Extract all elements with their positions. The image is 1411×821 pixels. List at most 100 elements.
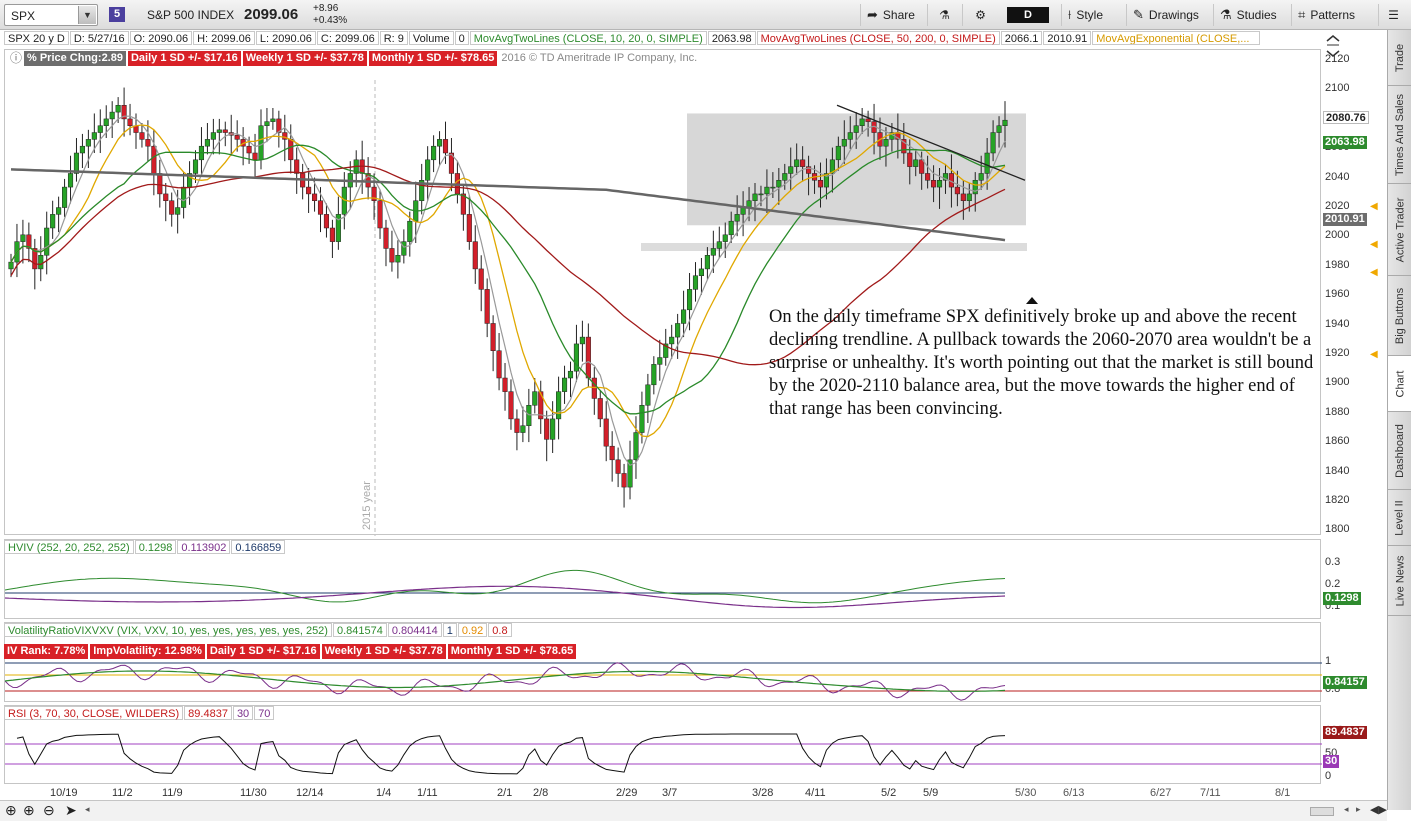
scrollbar-thumb[interactable] — [1310, 807, 1334, 816]
share-button[interactable]: ➦ Share — [860, 4, 921, 26]
candle-body — [448, 152, 455, 174]
candle-body — [651, 364, 657, 386]
hviv-hist-line — [4, 585, 1006, 609]
top-toolbar: SPX ▼ 5 S&P 500 INDEX 2099.06 +8.96 +0.4… — [0, 0, 1411, 30]
low-label: L: 2090.06 — [255, 31, 316, 45]
tab-level-ii[interactable]: Level II — [1388, 490, 1411, 546]
scroll-left-icon[interactable]: ◂ — [1344, 804, 1349, 814]
vix-axis[interactable]: 1 0.8 — [1322, 622, 1380, 702]
hviv-canvas[interactable] — [4, 540, 1322, 620]
hviv-study-label[interactable]: HVIV (252, 20, 252, 252) — [4, 540, 134, 554]
candle-body — [901, 139, 907, 154]
candle-body — [38, 255, 44, 270]
drawings-label: Drawings — [1148, 8, 1199, 22]
candle-body — [919, 159, 925, 174]
date-label: D: 5/27/16 — [69, 31, 129, 45]
symbol-input[interactable]: SPX ▼ — [4, 4, 98, 26]
volume-label[interactable]: Volume — [408, 31, 454, 45]
candle-body — [758, 193, 764, 196]
candle-body — [181, 186, 187, 208]
candle-body — [692, 275, 699, 290]
vix-value-3: 1 — [442, 623, 457, 637]
ma2-study-label[interactable]: MovAvgTwoLines (CLOSE, 50, 200, 0, SIMPL… — [756, 31, 1000, 45]
candle-body — [431, 145, 437, 161]
flask-icon: ⚗ — [939, 8, 950, 22]
tab-active-trader[interactable]: Active Trader — [1388, 184, 1411, 276]
rsi-canvas[interactable] — [5, 706, 1322, 785]
rsi-study-label[interactable]: RSI (3, 70, 30, CLOSE, WILDERS) — [4, 706, 184, 720]
candle-body — [276, 118, 282, 133]
hviv-axis[interactable]: 0.3 0.2 0.1 — [1322, 539, 1380, 619]
candle-body — [67, 173, 74, 188]
crosshair-icon[interactable]: ⊕ — [5, 802, 17, 818]
style-button[interactable]: ⟊ Style — [1061, 4, 1109, 26]
price-tick: 2040 — [1325, 170, 1350, 183]
candle-body — [925, 173, 931, 181]
candle-body — [907, 152, 913, 167]
link-group-badge[interactable]: 5 — [109, 7, 125, 22]
collapse-icon[interactable] — [1322, 31, 1344, 61]
ma1-study-label[interactable]: MovAvgTwoLines (CLOSE, 10, 20, 0, SIMPLE… — [469, 31, 707, 45]
tab-times-and-sales[interactable]: Times And Sales — [1388, 86, 1411, 184]
ma10-line — [10, 124, 1006, 438]
vix-study-label[interactable]: VolatilityRatioVIXVXV (VIX, VXV, 10, yes… — [4, 623, 332, 637]
scroll-left-icon[interactable]: ◂ — [85, 804, 90, 814]
price-tick: 1980 — [1325, 258, 1350, 271]
price-tick: 2020 — [1325, 200, 1350, 212]
candle-body — [579, 336, 585, 345]
price-chart-panel[interactable] — [4, 49, 1322, 536]
studies-button[interactable]: ⚗ Studies — [1213, 4, 1283, 26]
timeframe-label[interactable]: SPX 20 y D — [4, 31, 69, 45]
drawings-button[interactable]: ✎ Drawings — [1126, 4, 1205, 26]
tab-chart[interactable]: Chart — [1388, 356, 1411, 412]
candle-body — [752, 193, 758, 201]
candle-body — [847, 132, 853, 140]
date-tick: 12/14 — [296, 787, 324, 799]
scroll-right-icon[interactable]: ▸ — [1356, 804, 1361, 814]
expand-icon[interactable]: ◀▶ — [1370, 804, 1387, 816]
tab-big-buttons[interactable]: Big Buttons — [1388, 276, 1411, 356]
tab-trade[interactable]: Trade — [1388, 30, 1411, 86]
candle-body — [978, 173, 984, 181]
settings-button[interactable]: ⚙ — [962, 4, 998, 26]
rsi-header: RSI (3, 70, 30, CLOSE, WILDERS) 89.4837 30… — [4, 706, 275, 721]
candle-body — [633, 432, 639, 461]
candle-body — [323, 214, 330, 229]
alert-icon[interactable]: ⓘ — [9, 51, 22, 65]
candle-body — [97, 125, 103, 133]
price-chart-canvas[interactable] — [5, 50, 1322, 536]
ema-study-label[interactable]: MovAvgExponential (CLOSE,... — [1092, 31, 1261, 45]
pointer-icon[interactable]: ➤ — [65, 802, 77, 818]
menu-button[interactable]: ☰ — [1378, 4, 1408, 26]
zoom-in-icon[interactable]: ⊕ — [23, 802, 35, 818]
chevron-down-icon[interactable]: ▼ — [78, 6, 96, 24]
monthly-sd-tag: Monthly 1 SD +/- $78.65 — [447, 644, 577, 659]
ma200-price-tag: 2010.91 — [1323, 213, 1367, 226]
date-tick: 3/28 — [752, 787, 774, 799]
candle-body — [157, 173, 163, 195]
alert-marker-icon: ◀ — [1370, 349, 1378, 360]
price-change: +8.96 +0.43% — [313, 3, 347, 27]
flask-button[interactable]: ⚗ — [927, 4, 961, 26]
patterns-button[interactable]: ⌗ Patterns — [1291, 4, 1361, 26]
candle-body — [317, 200, 324, 215]
price-tick: 1800 — [1325, 523, 1350, 536]
tab-live-news[interactable]: Live News — [1388, 546, 1411, 616]
alert-marker-icon: ◀ — [1370, 267, 1378, 278]
tab-dashboard[interactable]: Dashboard — [1388, 412, 1411, 490]
aggregation-period-button[interactable]: D — [1007, 7, 1049, 23]
zoom-out-icon[interactable]: ⊖ — [43, 802, 55, 818]
date-tick: 2/29 — [616, 787, 638, 799]
weekly-sd-tag: Weekly 1 SD +/- $37.78 — [321, 644, 446, 659]
candle-body — [383, 227, 389, 249]
date-tick: 8/1 — [1275, 787, 1291, 799]
vix-ratio-canvas[interactable] — [4, 623, 1322, 703]
candle-body — [722, 234, 728, 242]
candle-body — [573, 343, 579, 372]
tab-label: Chart — [1394, 370, 1406, 397]
rsi-axis[interactable]: 100 50 0 — [1322, 705, 1380, 784]
candle-body — [788, 166, 794, 174]
hviv-header: HVIV (252, 20, 252, 252) 0.1298 0.113902 0.… — [4, 540, 286, 555]
patterns-label: Patterns — [1310, 8, 1356, 22]
rsi-upper: 70 — [254, 706, 275, 720]
